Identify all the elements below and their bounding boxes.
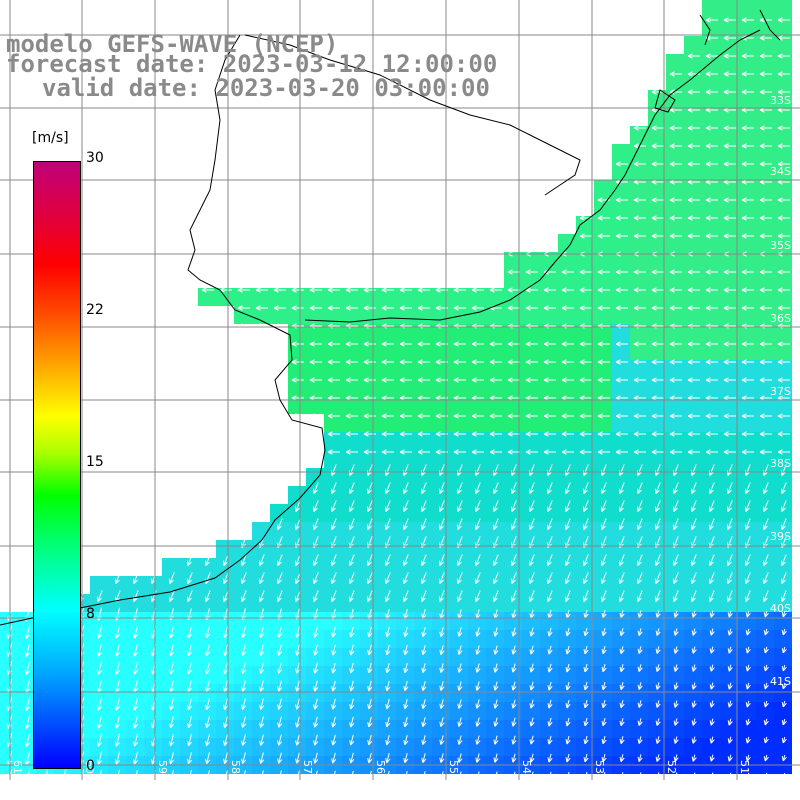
latitude-label: 40S (770, 602, 791, 615)
latitude-label: 39S (770, 530, 791, 543)
coastline (0, 9, 781, 626)
latitude-label: 35S (770, 239, 791, 252)
colorbar-tick-8: 8 (86, 606, 95, 622)
graticule (0, 0, 800, 780)
colorbar-tick-22: 22 (86, 302, 104, 318)
model-title: modelo GEFS-WAVE (NCEP) (6, 30, 339, 58)
ocean-field (0, 0, 792, 774)
longitude-label: 51W (738, 760, 751, 785)
colorbar-units: [m/s] (32, 130, 69, 146)
latitude-label: 38S (770, 457, 791, 470)
latitude-label: 41S (770, 675, 791, 688)
latitude-label: 36S (770, 312, 791, 325)
longitude-label: 55W (447, 760, 460, 785)
wind-arrows (6, 17, 790, 784)
coastline-segment (244, 34, 581, 196)
forecast-date: forecast date: 2023-03-12 12:00:00 (6, 50, 498, 78)
longitude-label: 60W (83, 760, 96, 785)
coastline-segment (759, 9, 781, 41)
longitude-label: 52W (665, 760, 678, 785)
coastline-segment (304, 29, 761, 323)
longitude-label: 53W (593, 760, 606, 785)
coastline-segment (654, 89, 676, 113)
longitude-label: 56W (374, 760, 387, 785)
colorbar-tick-15: 15 (86, 454, 104, 470)
colorbar (33, 161, 81, 769)
latitude-label: 33S (770, 94, 791, 107)
colorbar-tick-0: 0 (86, 758, 95, 774)
longitude-label: 57W (301, 760, 314, 785)
longitude-label: 59W (156, 760, 169, 785)
longitude-label: 54W (520, 760, 533, 785)
valid-date: valid date: 2023-03-20 03:00:00 (42, 74, 490, 102)
longitude-label: 61W (11, 760, 24, 785)
latitude-label: 34S (770, 165, 791, 178)
latitude-label: 37S (770, 385, 791, 398)
colorbar-tick-30: 30 (86, 150, 104, 166)
longitude-label: 58W (229, 760, 242, 785)
coastline-segment (699, 14, 711, 46)
coastline-segment (0, 34, 326, 626)
